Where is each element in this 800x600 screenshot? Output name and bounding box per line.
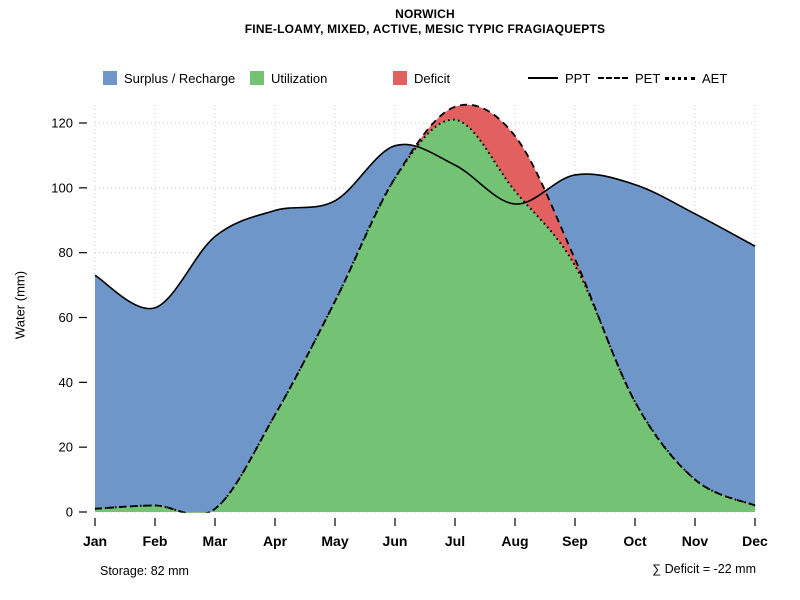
legend-label-ppt: PPT bbox=[565, 70, 591, 86]
utilization-swatch-icon bbox=[250, 71, 264, 85]
svg-text:Oct: Oct bbox=[623, 533, 647, 549]
legend-label-utilization: Utilization bbox=[271, 70, 328, 86]
legend-item-aet: AET bbox=[665, 70, 727, 86]
svg-text:Jun: Jun bbox=[383, 533, 408, 549]
legend-label-surplus: Surplus / Recharge bbox=[124, 70, 236, 86]
chart-subtitle: FINE-LOAMY, MIXED, ACTIVE, MESIC TYPIC F… bbox=[244, 22, 606, 36]
svg-text:0: 0 bbox=[66, 505, 73, 520]
deficit-swatch-icon bbox=[393, 71, 407, 85]
y-axis-label: Water (mm) bbox=[12, 270, 28, 340]
svg-text:May: May bbox=[321, 533, 348, 549]
deficit-sum-annotation: ∑ Deficit = -22 mm bbox=[652, 562, 756, 576]
svg-text:Feb: Feb bbox=[143, 533, 168, 549]
legend-label-pet: PET bbox=[635, 70, 661, 86]
svg-text:120: 120 bbox=[51, 116, 73, 131]
svg-text:60: 60 bbox=[59, 310, 73, 325]
svg-text:100: 100 bbox=[51, 180, 73, 195]
svg-text:Jan: Jan bbox=[83, 533, 107, 549]
legend-item-utilization: Utilization bbox=[250, 70, 327, 86]
legend-item-ppt: PPT bbox=[528, 70, 590, 86]
svg-text:Aug: Aug bbox=[501, 533, 528, 549]
legend-label-deficit: Deficit bbox=[414, 70, 451, 86]
svg-text:Dec: Dec bbox=[742, 533, 768, 549]
svg-text:Sep: Sep bbox=[562, 533, 588, 549]
storage-annotation: Storage: 82 mm bbox=[100, 564, 189, 578]
legend-item-deficit: Deficit bbox=[393, 70, 450, 86]
surplus-swatch-icon bbox=[103, 71, 117, 85]
legend-item-pet: PET bbox=[598, 70, 660, 86]
solid-line-icon bbox=[528, 77, 558, 79]
chart-title: NORWICH bbox=[395, 7, 455, 21]
svg-text:80: 80 bbox=[59, 245, 73, 260]
svg-text:40: 40 bbox=[59, 375, 73, 390]
svg-text:Apr: Apr bbox=[263, 533, 288, 549]
svg-text:Mar: Mar bbox=[203, 533, 228, 549]
svg-text:20: 20 bbox=[59, 440, 73, 455]
svg-text:Nov: Nov bbox=[682, 533, 709, 549]
legend-label-aet: AET bbox=[702, 70, 728, 86]
dotted-line-icon bbox=[665, 76, 695, 80]
svg-text:Jul: Jul bbox=[445, 533, 465, 549]
legend-item-surplus: Surplus / Recharge bbox=[103, 70, 235, 86]
dashed-line-icon bbox=[598, 77, 628, 79]
